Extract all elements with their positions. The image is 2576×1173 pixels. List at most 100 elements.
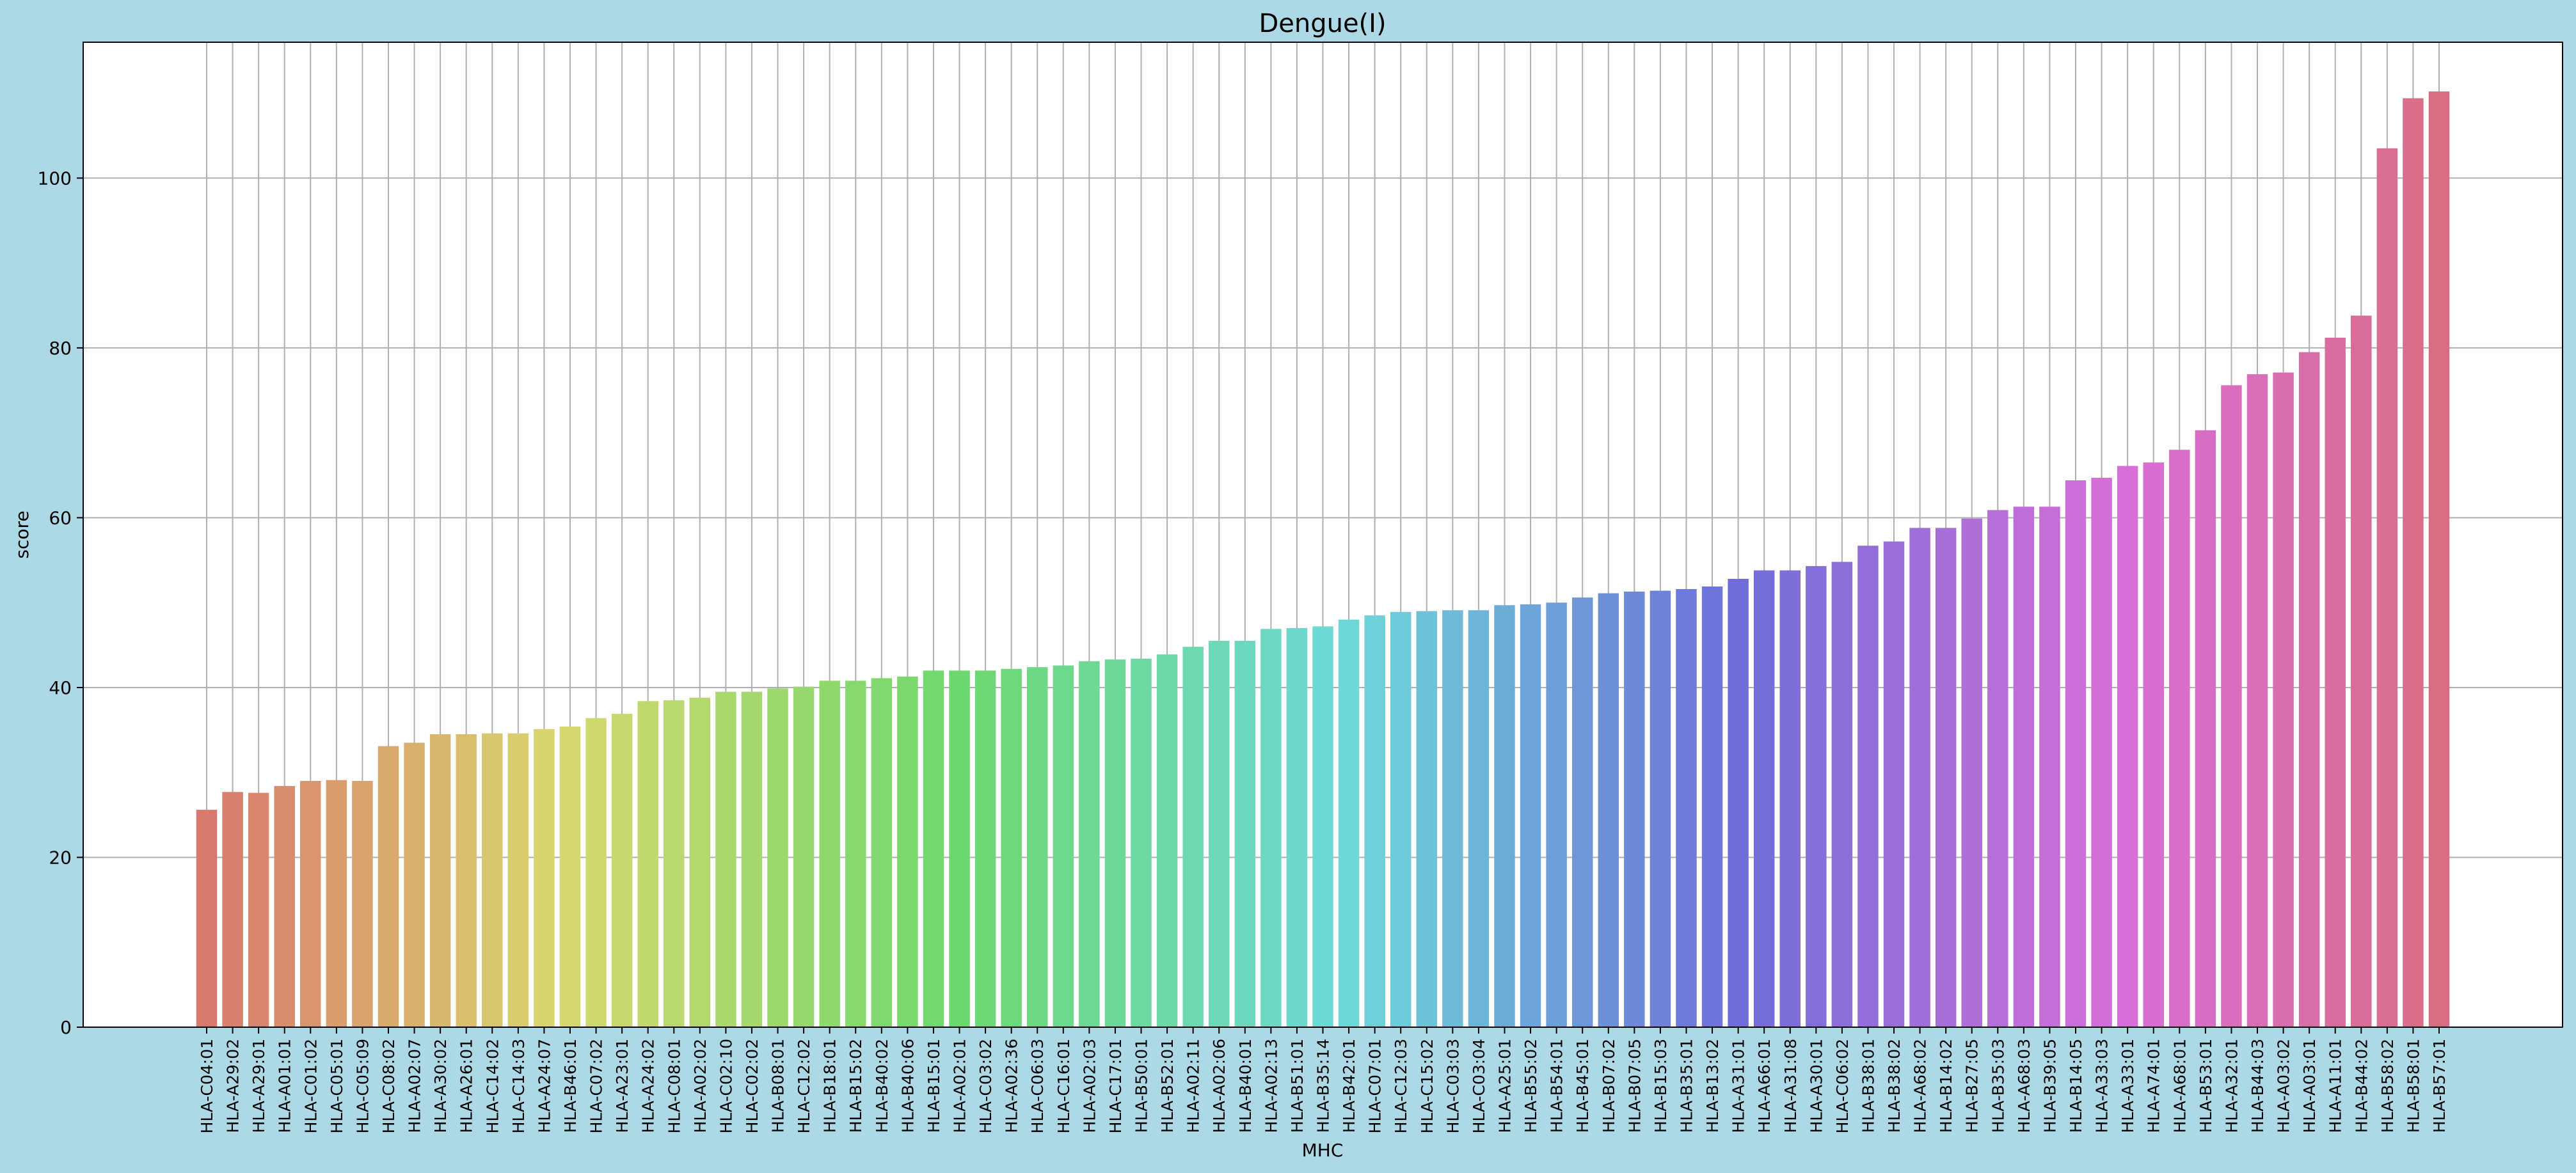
bar [1987, 510, 2008, 1027]
x-tick-label: HLA-A66:01 [1755, 1039, 1774, 1133]
bar [1961, 518, 1982, 1027]
bar [1104, 659, 1126, 1027]
bar [1442, 610, 1463, 1027]
bar [2273, 372, 2294, 1027]
bar [326, 780, 347, 1027]
x-tick-label: HLA-C03:04 [1470, 1039, 1488, 1133]
x-tick-label: HLA-B52:01 [1158, 1039, 1177, 1133]
x-tick-label: HLA-A02:13 [1262, 1039, 1280, 1133]
bar [2169, 450, 2190, 1027]
x-tick-label: HLA-C02:10 [717, 1039, 735, 1133]
x-tick-label: HLA-B08:01 [769, 1039, 788, 1133]
x-tick-label: HLA-A31:01 [1729, 1039, 1748, 1133]
x-tick-label: HLA-C03:02 [976, 1039, 995, 1133]
x-tick-label: HLA-C15:02 [1418, 1039, 1436, 1133]
bar [2091, 478, 2112, 1027]
bar [534, 729, 555, 1027]
x-tick-label: HLA-B42:01 [1340, 1039, 1358, 1133]
y-tick-label: 40 [49, 677, 72, 698]
bar [1208, 640, 1230, 1027]
bar [611, 714, 633, 1027]
bar [1494, 605, 1515, 1027]
x-tick-label: HLA-B50:01 [1133, 1039, 1151, 1133]
bar [248, 792, 269, 1027]
bar [1468, 610, 1490, 1027]
bars-layer [196, 91, 2450, 1028]
x-tick-label: HLA-A30:01 [1807, 1039, 1825, 1133]
y-tick-label: 60 [49, 507, 72, 528]
x-tick-label: HLA-A02:36 [1003, 1039, 1021, 1133]
x-tick-label: HLA-B40:06 [898, 1039, 917, 1133]
x-tick-label: HLA-B58:01 [2404, 1039, 2422, 1133]
bar [2065, 480, 2087, 1027]
x-tick-label: HLA-A01:01 [276, 1039, 294, 1133]
x-tick-label: HLA-B15:03 [1651, 1039, 1670, 1133]
x-tick-label: HLA-A29:02 [224, 1039, 242, 1133]
x-tick-label: HLA-C05:01 [328, 1039, 346, 1133]
y-tick-label: 80 [49, 338, 72, 359]
bar [1650, 590, 1671, 1027]
bar [1546, 602, 1567, 1027]
bar [1831, 562, 1853, 1027]
bar [689, 697, 711, 1027]
x-tick-label: HLA-B40:02 [873, 1039, 891, 1133]
x-tick-label: HLA-B54:01 [1548, 1039, 1566, 1133]
y-axis: 0 20 40 60 80 100 [38, 168, 83, 1038]
x-tick-label: HLA-B44:02 [2352, 1039, 2371, 1133]
x-tick-label: HLA-C06:03 [1028, 1039, 1047, 1133]
x-tick-label: HLA-B45:01 [1573, 1039, 1592, 1133]
x-tick-label: HLA-A03:02 [2275, 1039, 2293, 1133]
bar [1571, 597, 1593, 1027]
bar [2013, 507, 2035, 1027]
x-tick-label: HLA-A33:01 [2119, 1039, 2137, 1133]
x-tick-label: HLA-C02:02 [743, 1039, 761, 1133]
bar [871, 678, 893, 1027]
bar [2221, 385, 2242, 1027]
bar [793, 686, 815, 1027]
x-tick-label: HLA-C12:02 [795, 1039, 813, 1133]
bar [974, 670, 996, 1027]
bar [2117, 466, 2138, 1027]
x-tick-label: HLA-C07:02 [587, 1039, 606, 1133]
x-tick-label: HLA-B14:02 [1937, 1039, 1955, 1133]
bar [715, 691, 736, 1027]
x-tick-label: HLA-A74:01 [2145, 1039, 2163, 1133]
bar [664, 700, 685, 1027]
bar [1338, 619, 1360, 1027]
bar [2143, 462, 2164, 1027]
x-tick-label: HLA-B58:02 [2378, 1039, 2397, 1133]
bar [1286, 628, 1308, 1027]
bar [300, 781, 321, 1027]
y-tick-label: 100 [38, 168, 72, 189]
x-tick-label: HLA-A23:01 [613, 1039, 632, 1133]
bar [559, 727, 581, 1027]
bar [1312, 626, 1333, 1027]
bar [819, 681, 840, 1027]
bar [1234, 640, 1256, 1027]
bar [2325, 338, 2346, 1027]
x-tick-label: HLA-C04:01 [198, 1039, 216, 1133]
bar [767, 688, 788, 1027]
x-tick-label: HLA-A68:01 [2170, 1039, 2189, 1133]
x-tick-label: HLA-C14:03 [509, 1039, 528, 1133]
bar [949, 670, 970, 1027]
bar [404, 743, 425, 1027]
bar [1260, 629, 1282, 1027]
bar [1416, 611, 1438, 1027]
bar [1156, 654, 1178, 1027]
bar [1779, 570, 1801, 1027]
x-tick-label: HLA-A31:08 [1781, 1039, 1800, 1133]
x-tick-label: HLA-A03:01 [2300, 1039, 2319, 1133]
bar [2403, 98, 2424, 1027]
x-tick-label: HLA-C08:02 [379, 1039, 398, 1133]
x-tick-label: HLA-A32:01 [2222, 1039, 2241, 1133]
x-tick-label: HLA-A68:03 [2015, 1039, 2033, 1133]
bar [352, 781, 373, 1027]
x-tick-label: HLA-A02:11 [1184, 1039, 1203, 1133]
bar [2298, 352, 2320, 1027]
bar [1857, 546, 1879, 1027]
x-tick-label: HLA-B55:02 [1522, 1039, 1540, 1133]
x-tick-label: HLA-B18:01 [821, 1039, 839, 1133]
x-tick-label: HLA-A26:01 [457, 1039, 476, 1133]
bar [2246, 374, 2268, 1027]
